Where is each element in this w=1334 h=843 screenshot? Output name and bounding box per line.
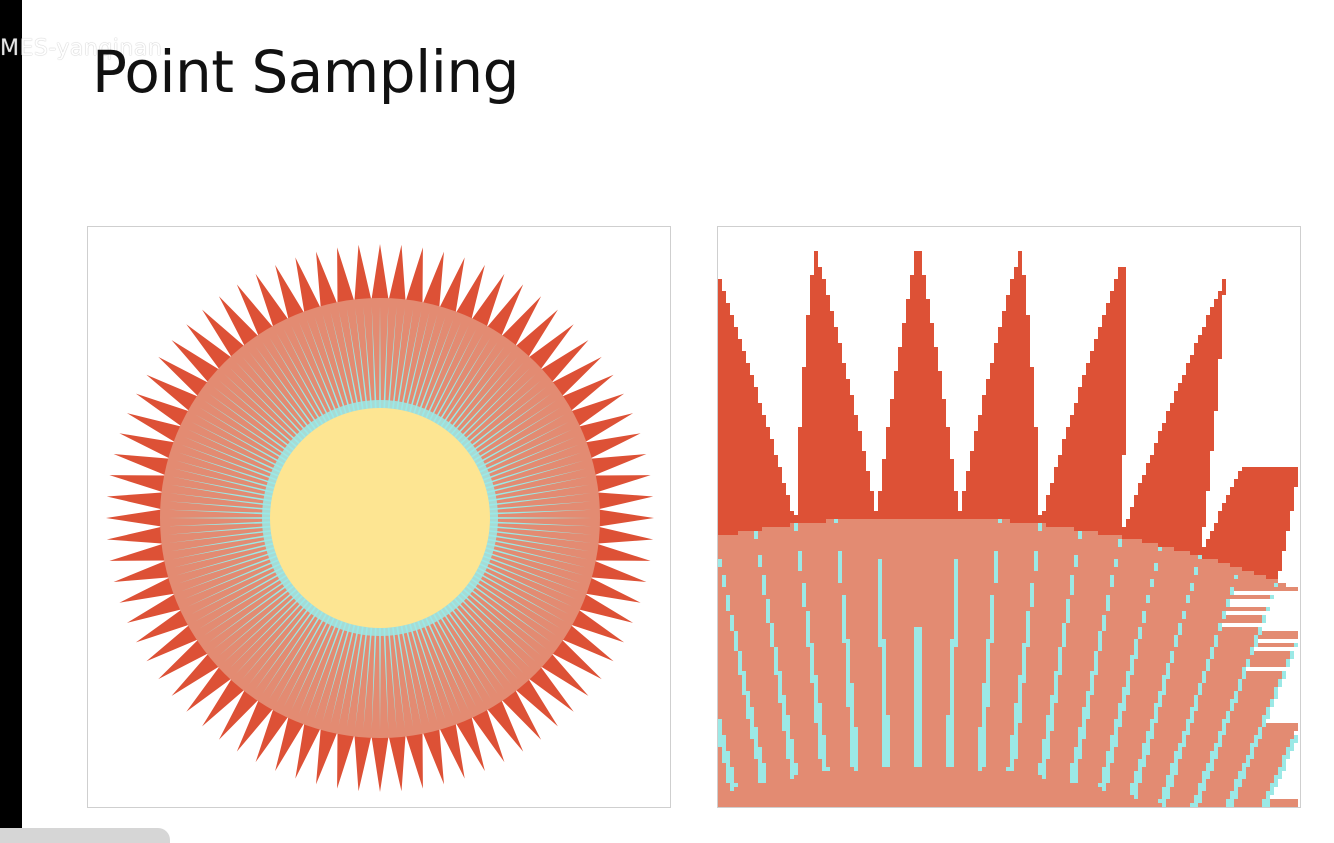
aliased-pixels — [718, 251, 1298, 807]
left-edge-bar — [0, 0, 22, 843]
slide-title: Point Sampling — [92, 38, 519, 106]
yellow-core — [270, 408, 490, 628]
bottom-smudge — [0, 828, 170, 843]
cyan-rays — [168, 306, 592, 730]
zoomed-aliased-figure — [718, 251, 1298, 807]
zoomed-aliased-figure-panel — [717, 226, 1301, 808]
starburst-figure-panel — [87, 226, 671, 808]
watermark: MES-yanqinan — [0, 36, 163, 61]
starburst-figure — [106, 244, 654, 792]
